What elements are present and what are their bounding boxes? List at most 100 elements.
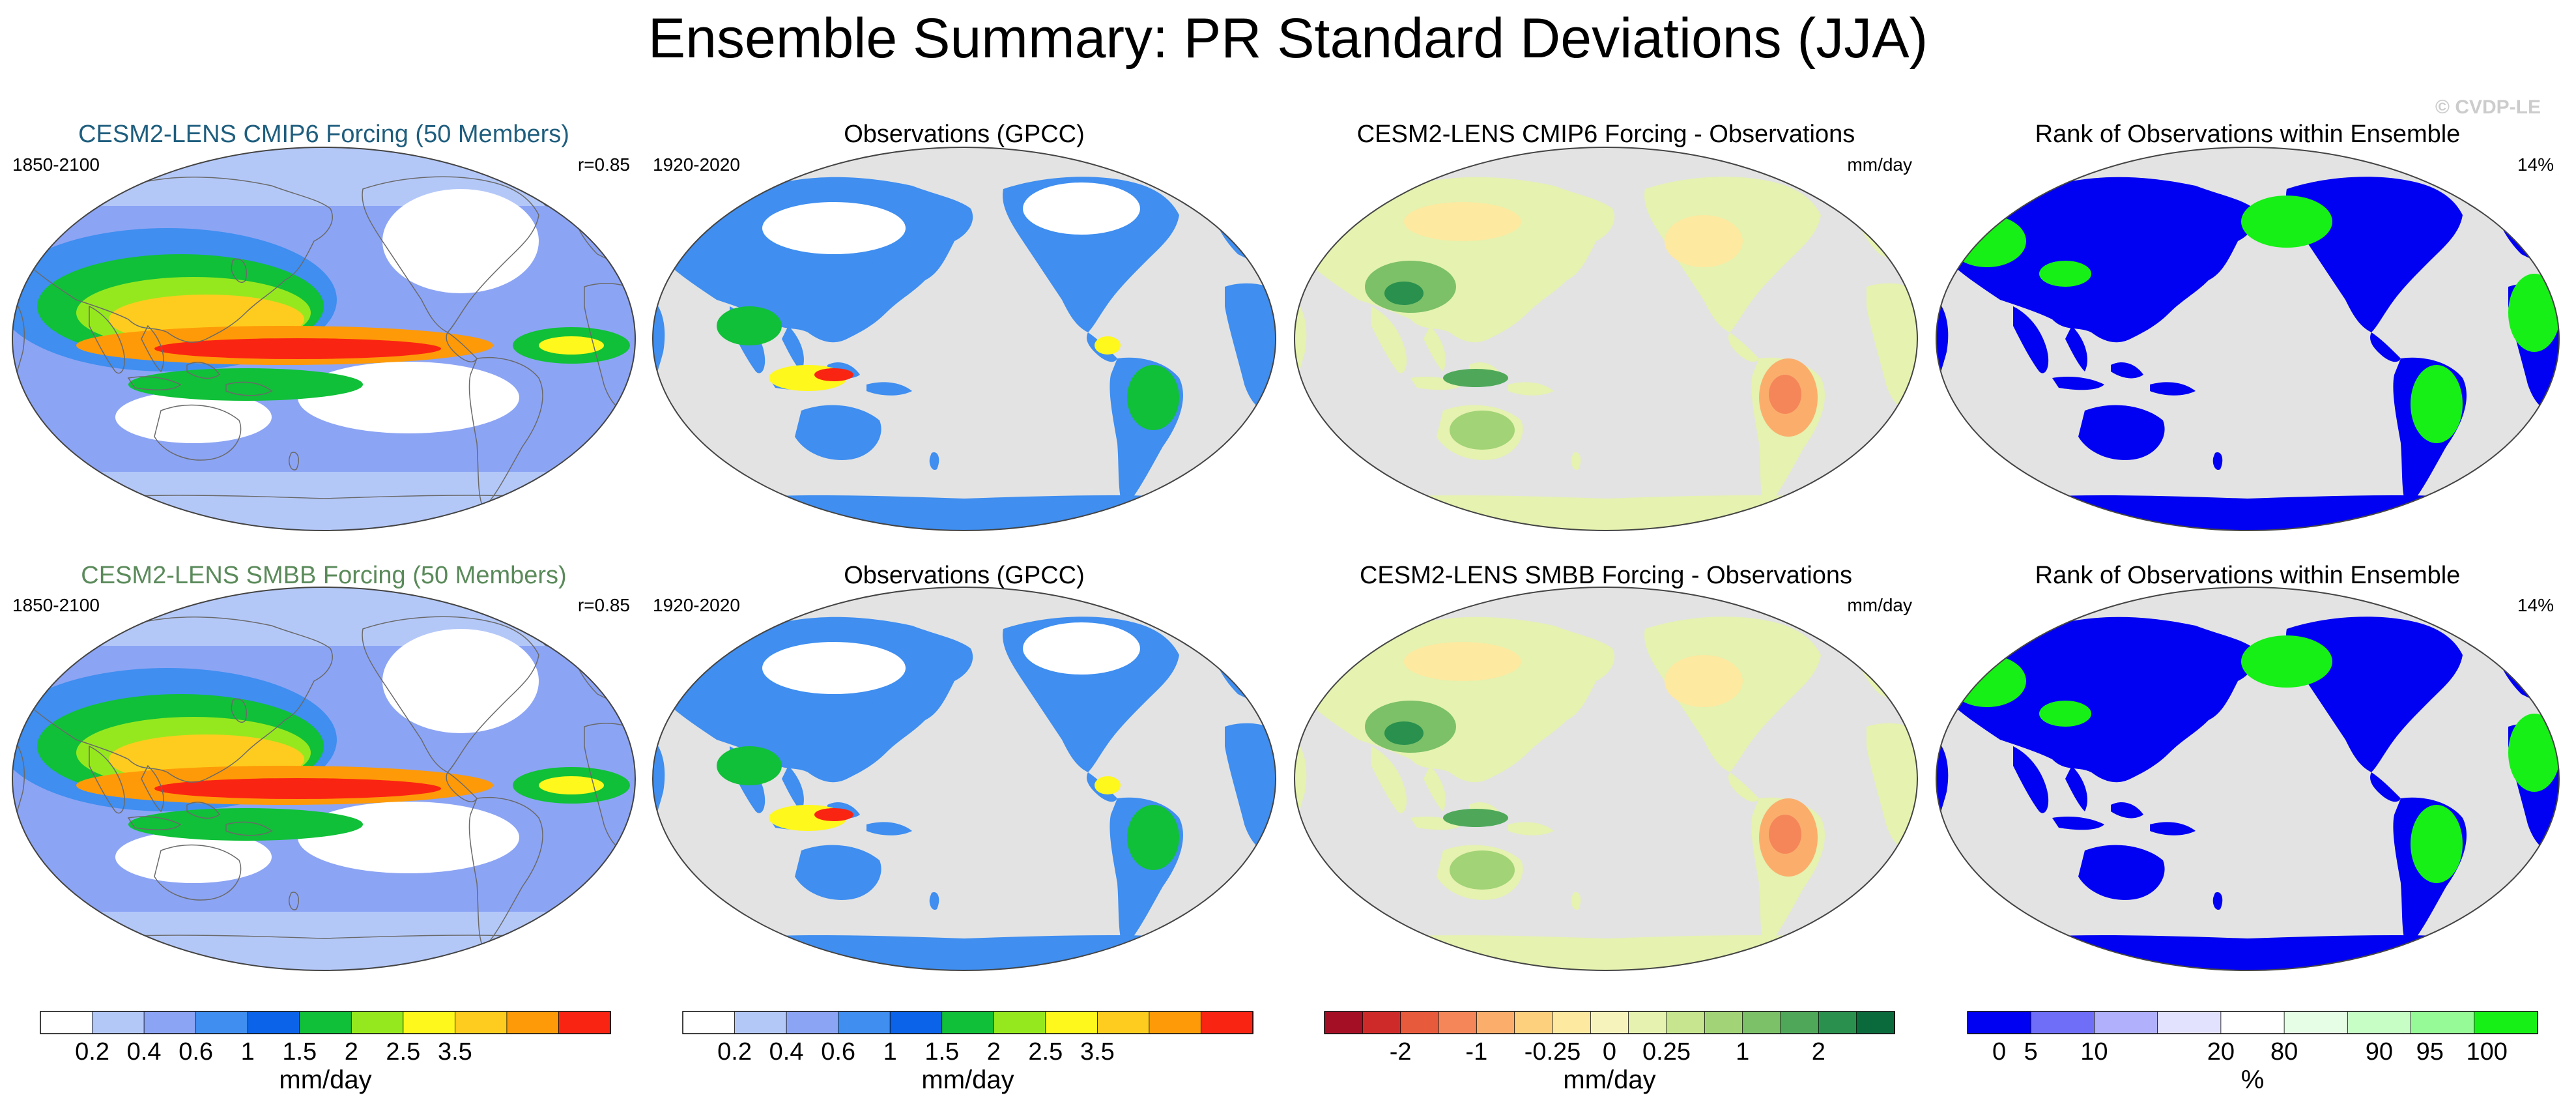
map-field	[1294, 587, 1918, 971]
colorbar-swatch	[1149, 1011, 1202, 1034]
colorbar-tick-label: 2	[345, 1038, 358, 1066]
colorbar-swatch	[143, 1011, 197, 1034]
colorbar-swatch	[786, 1011, 839, 1034]
map-field	[1936, 147, 2560, 531]
colorbar-tick-label: -0.25	[1524, 1038, 1581, 1066]
colorbar: 0.2 0.4 0.6 1 1.5 2 2.5 3.5 mm/day	[682, 1011, 1253, 1094]
colorbar-swatch	[1967, 1011, 2032, 1034]
colorbar-tick-label: 0.6	[179, 1038, 213, 1066]
map-panel: CESM2-LENS CMIP6 Forcing - Observations m…	[1294, 121, 1918, 531]
colorbar-tick-label: 100	[2467, 1038, 2508, 1066]
map-panel: Observations (GPCC) 1920-2020	[652, 121, 1276, 531]
panel-period-label: 1850-2100	[12, 154, 100, 175]
map-frame	[652, 147, 1276, 531]
map-panel: Rank of Observations within Ensemble 14%	[1936, 121, 2560, 531]
colorbar-tick-label: -2	[1390, 1038, 1412, 1066]
colorbar-swatch	[1438, 1011, 1478, 1034]
colorbar-tick-label: 0	[1603, 1038, 1616, 1066]
map-panel: Rank of Observations within Ensemble 14%	[1936, 562, 2560, 971]
colorbar-tick-label: 1.5	[924, 1038, 959, 1066]
colorbar-swatch	[734, 1011, 787, 1034]
panel-title: Observations (GPCC)	[844, 562, 1085, 589]
colorbar-tick-label: 1	[883, 1038, 897, 1066]
colorbar-swatch	[2094, 1011, 2158, 1034]
colorbar-tick-label: 95	[2416, 1038, 2444, 1066]
colorbar: 0.2 0.4 0.6 1 1.5 2 2.5 3.5 mm/day	[40, 1011, 611, 1094]
colorbar-unit-label: %	[2241, 1066, 2265, 1094]
panel-period-label: 1920-2020	[653, 595, 740, 615]
colorbar-swatch	[1704, 1011, 1743, 1034]
panel-stat-label: r=0.85	[578, 595, 630, 615]
watermark: © CVDP-LE	[2435, 96, 2541, 118]
map-field	[12, 147, 636, 531]
map-panel: CESM2-LENS CMIP6 Forcing (50 Members) 185…	[12, 121, 636, 531]
panel-title: Rank of Observations within Ensemble	[2035, 121, 2461, 148]
colorbar-swatch	[682, 1011, 736, 1034]
colorbar-swatch	[506, 1011, 560, 1034]
colorbar-tick-label: 3.5	[1080, 1038, 1115, 1066]
colorbars-row: 0.2 0.4 0.6 1 1.5 2 2.5 3.5 mm/day 0.2 0.4 0.6 1 1.5 2…	[40, 1011, 2538, 1094]
map-field	[1936, 587, 2560, 971]
colorbar-swatch	[2157, 1011, 2222, 1034]
colorbar: 0 5 10 20 80 90 95 100%	[1967, 1011, 2538, 1094]
panel-stat-label: 14%	[2517, 154, 2554, 175]
colorbar-frame	[1324, 1011, 1895, 1034]
colorbar-unit-label: mm/day	[1563, 1066, 1655, 1094]
colorbar-swatch	[1628, 1011, 1667, 1034]
map-frame	[1936, 147, 2560, 531]
colorbar-tick-label: 0.4	[769, 1038, 804, 1066]
panel-stat-label: 14%	[2517, 595, 2554, 615]
colorbar-tick-label: 10	[2080, 1038, 2108, 1066]
panel-title: Rank of Observations within Ensemble	[2035, 562, 2461, 589]
figure-title: Ensemble Summary: PR Standard Deviations…	[648, 7, 1928, 70]
colorbar-swatch	[1476, 1011, 1515, 1034]
map-frame	[1936, 587, 2560, 971]
colorbar-tick-label: 5	[2024, 1038, 2038, 1066]
colorbar-frame	[40, 1011, 611, 1034]
colorbar-tick-label: 2	[987, 1038, 1001, 1066]
colorbar-swatch	[1818, 1011, 1857, 1034]
colorbar-swatch	[2030, 1011, 2095, 1034]
map-frame	[12, 587, 636, 971]
map-frame	[1294, 587, 1918, 971]
colorbar-tick-label: 0.4	[127, 1038, 162, 1066]
map-field	[652, 587, 1276, 971]
colorbar-tick-label: 0.2	[75, 1038, 109, 1066]
map-panel: CESM2-LENS SMBB Forcing - Observations mm…	[1294, 562, 1918, 971]
panel-title: CESM2-LENS CMIP6 Forcing - Observations	[1357, 121, 1855, 148]
colorbar-tick-label: 20	[2207, 1038, 2235, 1066]
panel-title: CESM2-LENS SMBB Forcing - Observations	[1360, 562, 1852, 589]
colorbar-swatch	[2220, 1011, 2285, 1034]
panel-title: CESM2-LENS CMIP6 Forcing (50 Members)	[78, 121, 569, 148]
colorbar-unit-label: mm/day	[921, 1066, 1014, 1094]
colorbar-swatch	[1045, 1011, 1098, 1034]
panel-stat-label: mm/day	[1847, 154, 1912, 175]
colorbar-swatch	[1590, 1011, 1629, 1034]
map-frame	[1294, 147, 1918, 531]
panel-title: Observations (GPCC)	[844, 121, 1085, 148]
colorbar-swatch	[299, 1011, 352, 1034]
colorbar-swatch	[92, 1011, 145, 1034]
panel-period-label: 1920-2020	[653, 154, 740, 175]
panel-title: CESM2-LENS SMBB Forcing (50 Members)	[81, 562, 566, 589]
colorbar-tick-label: 2.5	[386, 1038, 420, 1066]
colorbar-tick-label: 2.5	[1028, 1038, 1063, 1066]
colorbar-swatch	[1096, 1011, 1150, 1034]
panel-stat-label: mm/day	[1847, 595, 1912, 615]
colorbar-tick-label: 1.5	[282, 1038, 317, 1066]
colorbar-frame	[682, 1011, 1253, 1034]
colorbar-unit-label: mm/day	[279, 1066, 371, 1094]
map-field	[652, 147, 1276, 531]
map-panel: CESM2-LENS SMBB Forcing (50 Members) 1850…	[12, 562, 636, 971]
colorbar-swatch	[1552, 1011, 1592, 1034]
colorbar-swatch	[2347, 1011, 2412, 1034]
colorbar-swatch	[558, 1011, 611, 1034]
colorbar-swatch	[838, 1011, 891, 1034]
colorbar-tick-label: -1	[1465, 1038, 1487, 1066]
colorbar-tick-label: 0.6	[821, 1038, 855, 1066]
colorbar-tick-label: 1	[241, 1038, 255, 1066]
colorbar-swatch	[1856, 1011, 1895, 1034]
panel-period-label: 1850-2100	[12, 595, 100, 615]
